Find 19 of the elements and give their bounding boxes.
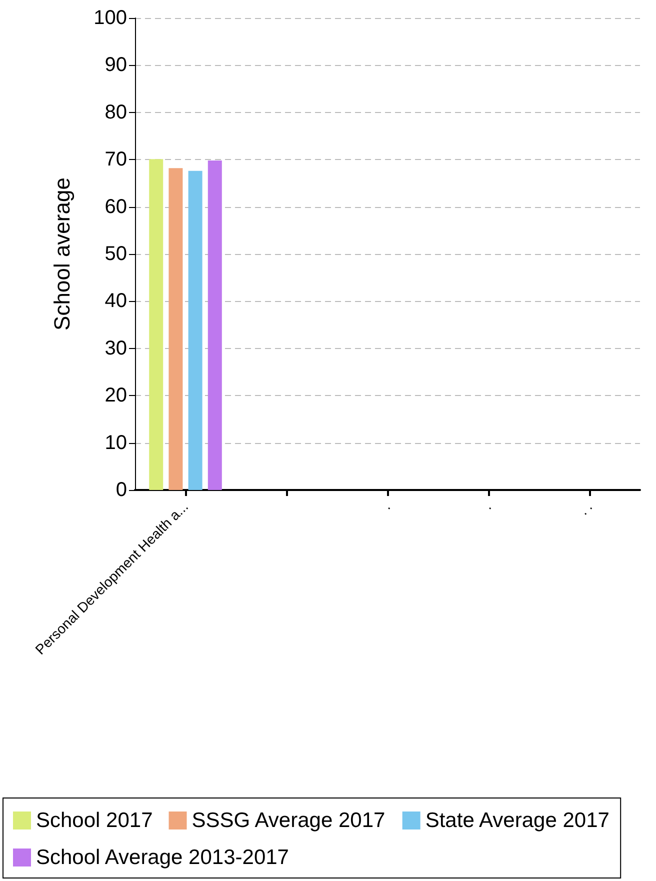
y-tick-label: 60 [104,196,127,218]
y-axis-title: School average [50,178,74,330]
y-tick-label: 20 [104,384,127,407]
legend-label: School Average 2013-2017 [36,846,289,869]
x-tick-label: . [480,498,494,512]
x-tick-label: . . [576,498,596,518]
legend-label: School 2017 [36,809,153,832]
legend-label: SSSG Average 2017 [192,809,386,832]
y-tick-label: 70 [104,148,127,171]
y-tick-label: 40 [104,290,127,312]
y-tick-label: 100 [94,7,127,29]
x-tick-label: . [379,498,394,512]
y-tick-label: 0 [116,479,127,501]
y-tick-label: 90 [104,54,127,76]
y-tick-label: 80 [104,101,127,124]
y-tick-label: 10 [104,432,127,454]
legend-label: State Average 2017 [425,809,610,832]
y-tick-label: 50 [104,243,127,265]
y-tick-label: 30 [104,337,127,360]
